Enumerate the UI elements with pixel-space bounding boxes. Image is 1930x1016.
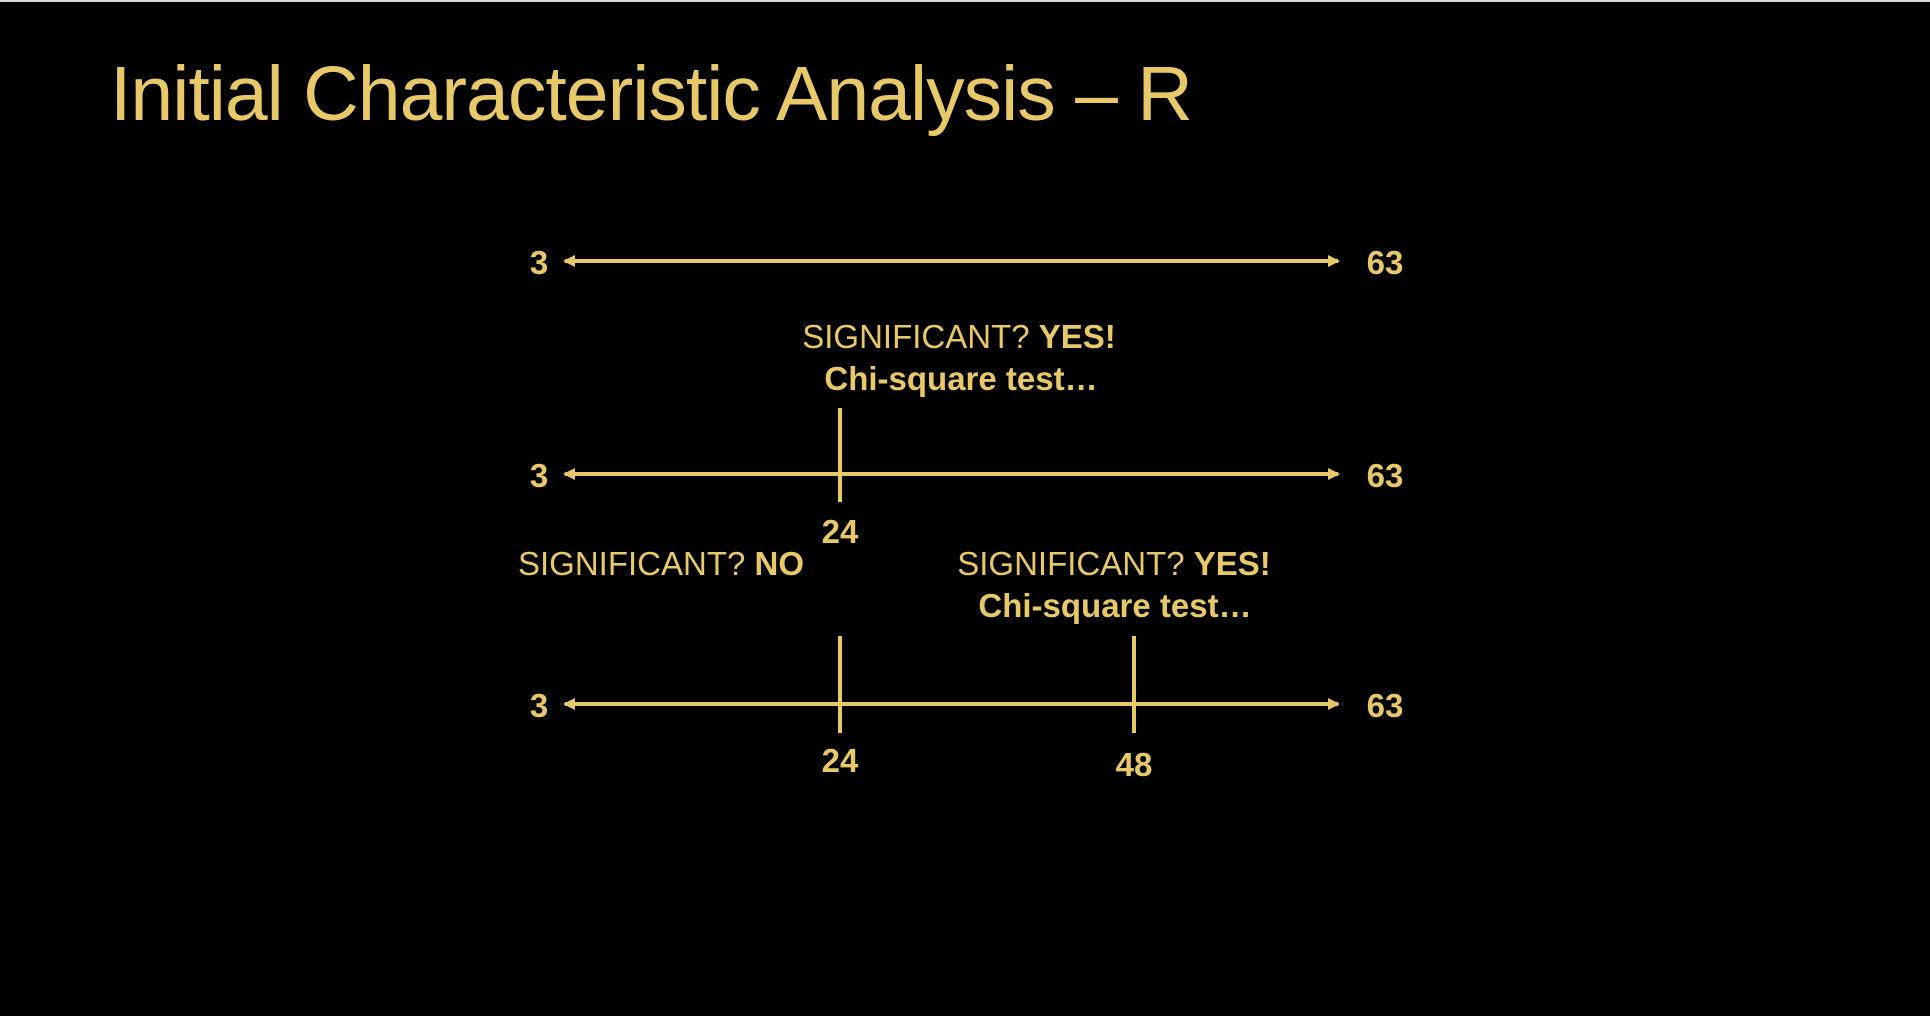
annotation-test: Chi-square test… xyxy=(978,587,1251,624)
range-max-label: 63 xyxy=(1367,457,1404,494)
annotation-significant-no: SIGNIFICANT? NO xyxy=(518,545,804,582)
svg-text:SIGNIFICANT? YES!: SIGNIFICANT? YES! xyxy=(802,318,1116,355)
range-max-label: 63 xyxy=(1367,687,1404,724)
range-row-1: 3 63 xyxy=(530,244,1404,281)
range-max-label: 63 xyxy=(1367,244,1404,281)
split-label: 48 xyxy=(1116,746,1153,783)
svg-text:SIGNIFICANT? NO: SIGNIFICANT? NO xyxy=(518,545,804,582)
annotation-answer: YES! xyxy=(1039,318,1116,355)
annotation-prefix: SIGNIFICANT? xyxy=(518,545,755,582)
annotation-prefix: SIGNIFICANT? xyxy=(957,545,1194,582)
annotation-prefix: SIGNIFICANT? xyxy=(802,318,1039,355)
annotation-significant-yes-2: SIGNIFICANT? YES! Chi-square test… xyxy=(957,545,1271,624)
svg-text:SIGNIFICANT? YES!: SIGNIFICANT? YES! xyxy=(957,545,1271,582)
range-min-label: 3 xyxy=(530,244,548,281)
annotation-answer: NO xyxy=(755,545,805,582)
annotation-answer: YES! xyxy=(1194,545,1271,582)
range-row-3: 3 63 24 48 xyxy=(530,636,1404,783)
slide-title: Initial Characteristic Analysis – R xyxy=(110,51,1193,137)
range-min-label: 3 xyxy=(530,457,548,494)
range-row-2: 3 63 24 xyxy=(530,408,1404,550)
annotation-significant-yes-1: SIGNIFICANT? YES! Chi-square test… xyxy=(802,318,1116,397)
split-label: 24 xyxy=(822,513,859,550)
range-min-label: 3 xyxy=(530,687,548,724)
slide-top-border xyxy=(0,0,1930,2)
annotation-test: Chi-square test… xyxy=(824,360,1097,397)
split-label: 24 xyxy=(822,742,859,779)
